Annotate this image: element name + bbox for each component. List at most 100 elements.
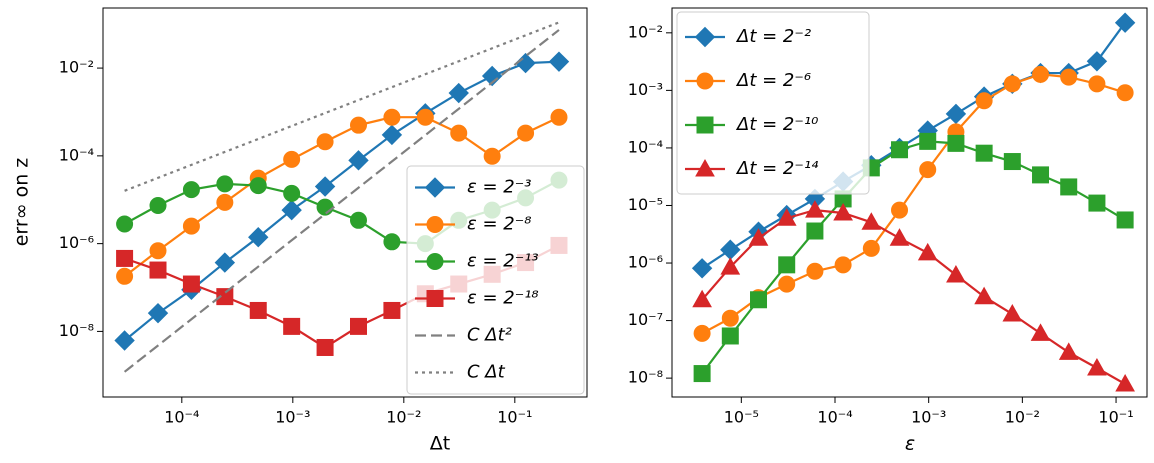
- plot-frame: [102, 7, 588, 398]
- marker: [114, 330, 135, 351]
- marker: [424, 177, 446, 198]
- marker: [776, 208, 797, 226]
- marker: [216, 175, 234, 193]
- y-tick-label: 10⁻⁷: [628, 310, 663, 329]
- marker: [349, 317, 367, 335]
- x-tick-label: 10⁻³: [275, 408, 310, 427]
- marker: [348, 150, 369, 171]
- marker: [149, 261, 167, 279]
- legend-label: ε = 2⁻³: [467, 177, 531, 198]
- marker: [426, 253, 444, 270]
- marker: [1032, 65, 1050, 83]
- marker: [862, 239, 880, 257]
- marker: [147, 302, 169, 324]
- marker: [116, 267, 134, 285]
- marker: [216, 288, 234, 306]
- marker: [720, 257, 741, 275]
- marker: [1114, 12, 1136, 33]
- x-tick-label: 10⁻⁴: [817, 408, 852, 427]
- legend-label: ε = 2⁻¹³: [467, 251, 539, 272]
- marker: [1116, 84, 1134, 102]
- marker: [1115, 374, 1135, 392]
- x-tick-label: 10⁻¹: [497, 408, 532, 427]
- series-line: [701, 209, 1126, 385]
- y-tick-label: 10⁻⁶: [628, 253, 663, 272]
- marker: [861, 212, 882, 230]
- marker: [778, 256, 796, 274]
- marker: [1030, 323, 1051, 341]
- legend-label: C Δt²: [467, 325, 512, 346]
- marker: [691, 258, 713, 279]
- marker: [1032, 166, 1050, 184]
- marker: [721, 309, 739, 327]
- marker: [1086, 51, 1108, 72]
- marker: [349, 116, 367, 134]
- marker: [182, 217, 200, 235]
- marker: [283, 184, 301, 202]
- marker: [692, 289, 712, 308]
- legend-box: [406, 165, 585, 395]
- marker: [1088, 194, 1106, 212]
- y-tick-label: 10⁻²: [628, 22, 663, 41]
- marker: [919, 132, 937, 150]
- marker: [281, 199, 302, 221]
- marker: [946, 264, 966, 283]
- marker: [316, 133, 334, 151]
- marker: [383, 301, 401, 319]
- marker: [248, 227, 269, 248]
- x-axis-label: Δt: [430, 433, 450, 455]
- marker: [750, 291, 768, 309]
- marker: [249, 177, 267, 195]
- marker: [548, 51, 570, 72]
- y-axis-label: err∞ on z: [11, 158, 33, 247]
- marker: [483, 147, 501, 165]
- y-tick-label: 10⁻⁵: [628, 195, 663, 214]
- marker: [515, 52, 536, 74]
- marker: [1003, 153, 1021, 171]
- marker: [694, 26, 716, 48]
- series-line: [124, 21, 560, 192]
- marker: [721, 327, 739, 345]
- marker: [1002, 304, 1023, 322]
- marker: [1116, 211, 1134, 229]
- marker: [416, 108, 434, 126]
- marker: [481, 65, 503, 87]
- marker: [116, 249, 134, 267]
- marker: [216, 193, 234, 211]
- legend-label: ε = 2⁻¹⁸: [467, 288, 539, 309]
- y-tick-label: 10⁻⁸: [628, 368, 663, 387]
- marker: [833, 202, 853, 221]
- marker: [917, 242, 938, 261]
- marker: [834, 256, 852, 274]
- marker: [693, 324, 711, 342]
- marker: [945, 103, 967, 125]
- marker: [696, 116, 714, 134]
- marker: [975, 144, 993, 162]
- marker: [383, 233, 401, 251]
- marker: [806, 262, 824, 280]
- x-tick-label: 10⁻²: [1005, 408, 1040, 427]
- series-line: [701, 73, 1126, 335]
- marker: [889, 228, 910, 246]
- legend-label: Δt = 2⁻⁶: [735, 70, 811, 91]
- marker: [975, 92, 993, 110]
- marker: [693, 365, 711, 383]
- marker: [426, 216, 444, 233]
- marker: [805, 200, 825, 218]
- y-tick-label: 10⁻⁴: [59, 145, 94, 164]
- y-tick-label: 10⁻⁸: [59, 321, 94, 340]
- x-tick-label: 10⁻¹: [1098, 408, 1133, 427]
- x-tick-label: 10⁻⁵: [724, 408, 759, 427]
- legend-label: C Δt: [467, 362, 506, 383]
- x-tick-label: 10⁻³: [911, 408, 946, 427]
- marker: [249, 301, 267, 319]
- marker: [696, 72, 714, 90]
- marker: [1060, 68, 1078, 86]
- marker: [450, 124, 468, 142]
- legend-label: Δt = 2⁻¹⁴: [735, 158, 819, 179]
- marker: [283, 317, 301, 335]
- marker: [1058, 342, 1079, 360]
- legend-box: [676, 11, 870, 195]
- marker: [806, 222, 824, 240]
